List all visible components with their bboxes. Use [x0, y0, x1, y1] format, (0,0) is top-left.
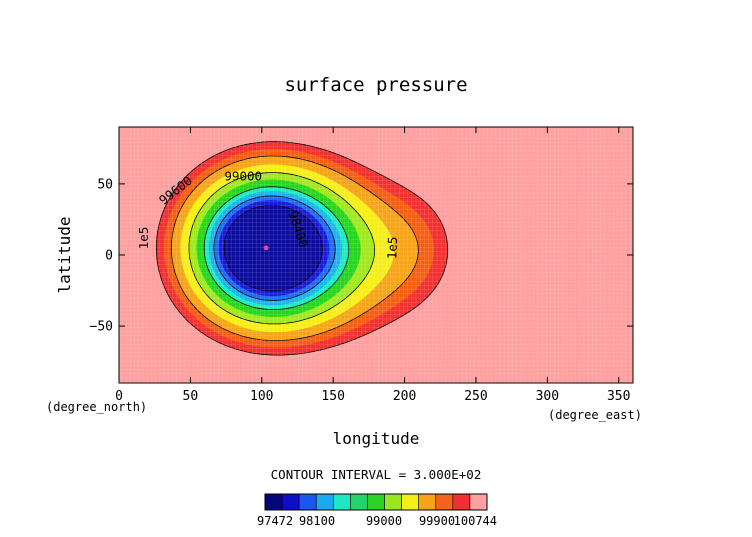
- colorbar-swatch: [469, 493, 488, 511]
- x-unit-label: (degree_east): [548, 408, 642, 422]
- colorbar-tick-label: 97472: [257, 514, 293, 528]
- colorbar-swatch: [367, 493, 385, 511]
- colorbar-tick-label: 99900: [419, 514, 455, 528]
- chart-title: surface pressure: [284, 74, 467, 96]
- colorbar-swatch: [452, 493, 471, 511]
- x-tick-label: 100: [250, 389, 273, 404]
- x-tick-label: 350: [607, 389, 630, 404]
- colorbar-swatch: [281, 493, 300, 511]
- contour-label: 1e5: [136, 227, 151, 250]
- contour-line-11: [223, 204, 323, 292]
- contour-interval-text: CONTOUR INTERVAL = 3.000E+02: [271, 467, 482, 482]
- x-tick-label: 250: [464, 389, 487, 404]
- x-tick-label: 0: [115, 389, 123, 404]
- contour-label: 99000: [224, 168, 262, 183]
- x-tick-label: 50: [183, 389, 199, 404]
- minimum-marker: [263, 245, 269, 251]
- colorbar-swatch: [350, 493, 368, 511]
- colorbar-swatch: [315, 493, 334, 511]
- colorbar-swatch: [418, 493, 437, 511]
- y-axis: −50 0 50: [90, 177, 633, 335]
- y-tick-label: −50: [90, 320, 113, 335]
- colorbar-tick-label: 98100: [299, 514, 335, 528]
- x-axis: 0 50 100 150 200 250 300 350: [115, 127, 630, 404]
- colorbar-frame: [264, 493, 488, 511]
- contour-line-9: [213, 195, 336, 301]
- y-tick-label: 0: [105, 249, 113, 264]
- contour-line-5: [188, 172, 375, 325]
- x-tick-label: 200: [393, 389, 416, 404]
- contour-line-1: [155, 141, 449, 356]
- colorbar-tick-label: 100744: [454, 514, 497, 528]
- colorbar-swatch: [384, 493, 402, 511]
- y-axis-title: latitude: [55, 216, 74, 293]
- colorbar-tick-label: 99000: [366, 514, 402, 528]
- contour-label: 1e5: [384, 236, 400, 259]
- x-axis-title: longitude: [333, 429, 420, 448]
- colorbar-swatch: [401, 493, 419, 511]
- contour-lines: [155, 141, 449, 356]
- x-tick-label: 150: [321, 389, 344, 404]
- colorbar-swatch: [264, 493, 283, 511]
- y-tick-label: 50: [97, 177, 113, 192]
- colorbar-swatch: [298, 493, 317, 511]
- colorbar-swatch: [333, 493, 351, 511]
- x-tick-label: 300: [536, 389, 559, 404]
- pressure-field: [124, 126, 485, 384]
- colorbar-swatch: [435, 493, 454, 511]
- contour-line-3: [171, 155, 419, 341]
- contour-line-7: [203, 186, 350, 310]
- y-unit-label: (degree_north): [46, 400, 147, 414]
